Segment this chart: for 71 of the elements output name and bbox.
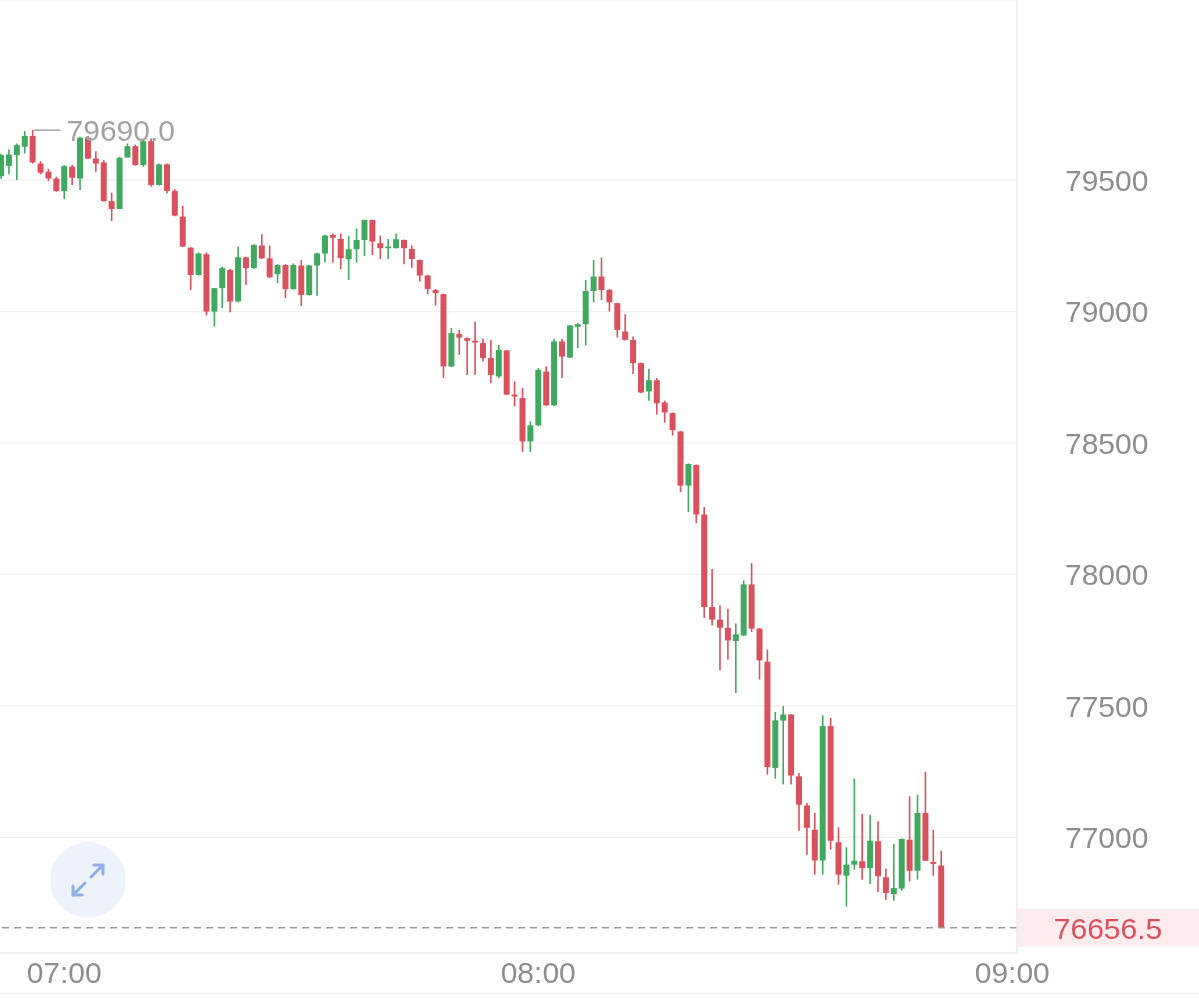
candlestick <box>408 244 415 269</box>
candlestick <box>250 243 257 270</box>
y-tick-label: 77500 <box>1065 689 1149 723</box>
ref-line-label: 76656.5 <box>1053 911 1163 945</box>
candlestick <box>369 218 376 256</box>
y-tick-label: 79000 <box>1065 295 1149 329</box>
candlestick <box>69 164 76 186</box>
y-tick-label: 78500 <box>1065 426 1149 460</box>
candlestick <box>400 238 407 266</box>
candlestick <box>558 338 565 379</box>
candlestick <box>645 368 652 402</box>
candlestick <box>274 263 281 284</box>
y-tick-label: 78000 <box>1065 558 1149 592</box>
candlestick <box>140 139 147 168</box>
candlestick <box>345 235 352 281</box>
candlestick <box>661 399 668 424</box>
candlestick <box>377 234 384 260</box>
candlestick <box>5 148 12 176</box>
candlestick <box>258 233 265 260</box>
candlestick <box>732 622 739 694</box>
annotation: 79690.0 <box>66 113 176 147</box>
candlestick <box>314 251 321 297</box>
candlestick <box>195 251 202 277</box>
candlestick <box>930 828 937 877</box>
candlestick <box>606 288 613 313</box>
candlestick <box>851 777 858 871</box>
candlestick <box>487 339 494 384</box>
candlestick <box>780 705 787 786</box>
candlestick <box>685 462 692 513</box>
candlestick <box>890 843 897 902</box>
x-tick-label: 09:00 <box>974 956 1050 990</box>
candlestick <box>472 320 479 376</box>
candlestick <box>716 604 723 672</box>
candlestick <box>211 287 218 328</box>
candlestick <box>882 867 889 901</box>
candlestick <box>424 274 431 295</box>
candlestick <box>724 608 731 661</box>
candlestick <box>0 152 5 180</box>
candlestick <box>242 256 249 286</box>
y-tick-label: 77000 <box>1065 820 1149 854</box>
candlestick <box>464 336 471 376</box>
candlestick <box>598 256 605 301</box>
candlestick <box>803 802 810 856</box>
candlestick <box>574 322 581 349</box>
candlestick <box>669 411 676 437</box>
candlestick <box>456 329 463 356</box>
candlestick <box>21 130 28 155</box>
candlestick <box>132 143 139 167</box>
candlestick <box>329 232 336 264</box>
candlestick <box>353 227 360 264</box>
candlestick <box>843 846 850 908</box>
candlestick <box>219 265 226 309</box>
x-tick-label: 07:00 <box>26 956 102 990</box>
candlestick <box>266 244 273 279</box>
candlestick <box>416 258 423 283</box>
candlestick <box>590 259 597 304</box>
candlestick <box>630 335 637 375</box>
candlestick <box>622 313 629 342</box>
y-tick-label: 79500 <box>1065 163 1149 197</box>
candlestick <box>92 150 99 173</box>
candlestick <box>337 232 344 271</box>
candlestick <box>709 568 716 627</box>
candlestick <box>479 338 486 363</box>
candlestick <box>13 142 20 181</box>
candlestick <box>653 377 660 416</box>
candlestick <box>321 233 328 264</box>
x-tick-label: 08:00 <box>500 956 576 990</box>
candlestick <box>361 218 368 257</box>
candlestick <box>108 191 115 222</box>
candlestick <box>859 813 866 881</box>
candlestick <box>527 420 534 453</box>
